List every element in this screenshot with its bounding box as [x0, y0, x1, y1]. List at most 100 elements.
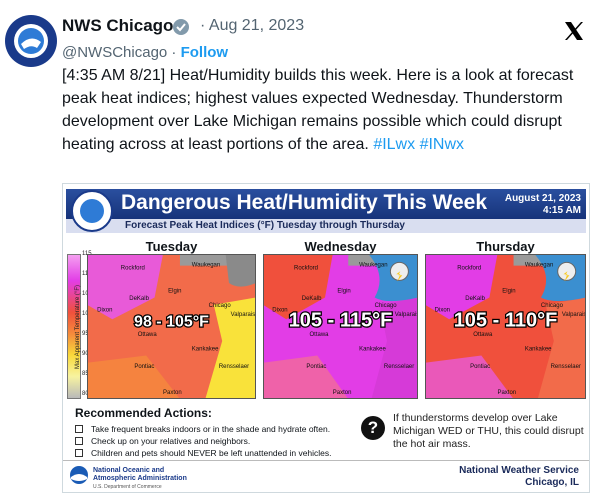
- city-label: DeKalb: [465, 296, 485, 302]
- heat-zone: [425, 355, 514, 399]
- day-label: Wednesday: [304, 239, 377, 254]
- office: National Weather Service Chicago, IL: [459, 465, 579, 489]
- city-label: Paxton: [333, 390, 352, 396]
- heat-zone: [87, 254, 164, 320]
- heat-range: 98 - 105°F: [134, 314, 209, 331]
- city-label: Rockford: [294, 265, 318, 271]
- verified-badge: [173, 19, 189, 35]
- lightning: [396, 271, 403, 282]
- action-item: Check up on your relatives and neighbors…: [75, 436, 250, 446]
- city-label: Ottawa: [310, 332, 330, 338]
- header-strip: [66, 219, 586, 233]
- city-label: Elgin: [168, 289, 181, 295]
- office-location: Chicago, IL: [525, 477, 579, 488]
- office-name: National Weather Service: [459, 465, 579, 476]
- city-label: Rensselaer: [384, 364, 414, 370]
- city-label: Rockford: [121, 265, 145, 271]
- city-label: Chicago: [375, 303, 398, 309]
- city-label: Kankakee: [359, 347, 386, 353]
- lake-michigan: [225, 254, 256, 287]
- heat-zone: [537, 297, 586, 399]
- avatar[interactable]: [4, 14, 58, 68]
- city-label: Pontiac: [470, 364, 490, 370]
- graphic-title: Dangerous Heat/Humidity This Week: [121, 191, 488, 214]
- x-logo[interactable]: [563, 20, 585, 42]
- noaa-logo: [70, 466, 88, 484]
- issue-time: August 21, 2023 4:15 AM: [505, 193, 581, 217]
- graphic-subtitle: Forecast Peak Heat Indices (°F) Tuesday …: [125, 220, 405, 231]
- day-label: Thursday: [476, 239, 535, 254]
- city-label: Elgin: [337, 289, 350, 295]
- agency: National Oceanic and Atmospheric Adminis…: [93, 467, 187, 482]
- legend-tick: 110: [82, 271, 92, 277]
- header-bar: [66, 189, 586, 219]
- city-label: Waukegan: [192, 263, 220, 269]
- city-label: Dixon: [97, 307, 112, 313]
- heat-range: 105 - 110°F: [454, 310, 558, 332]
- legend-bar: [67, 254, 81, 399]
- city-label: DeKalb: [302, 296, 322, 302]
- city-label: Rensselaer: [551, 364, 581, 370]
- handle-text[interactable]: @NWSChicago ·: [62, 44, 177, 61]
- storm-icon: [389, 261, 409, 281]
- heat-zone: [263, 254, 333, 320]
- actions-title: Recommended Actions:: [75, 406, 212, 420]
- city-label: Kankakee: [192, 347, 219, 353]
- map-border: [87, 254, 256, 399]
- post-date[interactable]: · Aug 21, 2023: [200, 17, 305, 34]
- legend-tick: 80: [82, 391, 89, 397]
- heat-range: 105 - 115°F: [289, 310, 393, 332]
- issue-hour: 4:15 AM: [543, 205, 581, 216]
- legend-tick: 95: [82, 331, 89, 337]
- tweet-body: [4:35 AM 8/21] Heat/Humidity builds this…: [62, 67, 574, 153]
- follow-button[interactable]: Follow: [180, 44, 229, 61]
- department: U.S. Department of Commerce: [93, 484, 162, 490]
- day-label: Tuesday: [145, 239, 198, 254]
- question-icon: ?: [361, 416, 385, 440]
- city-label: Pontiac: [134, 364, 154, 370]
- forecast-map: Rockford Waukegan Elgin DeKalb Chicago Dixon O…: [425, 254, 586, 399]
- city-label: Ottawa: [138, 332, 158, 338]
- city-label: Rockford: [457, 265, 481, 271]
- handle: @NWSChicago · Follow: [62, 44, 228, 61]
- city-label: Chicago: [209, 303, 232, 309]
- forecast-map: Rockford Waukegan Elgin DeKalb Chicago Dixon O…: [87, 254, 256, 399]
- heat-zone: [263, 355, 349, 399]
- city-label: Rensselaer: [219, 364, 249, 370]
- city-label: Paxton: [497, 390, 516, 396]
- issue-date: August 21, 2023: [504, 193, 581, 204]
- city-label: Waukegan: [359, 263, 387, 269]
- storm-icon: [557, 261, 577, 281]
- heat-zone: [205, 297, 256, 399]
- legend-tick: 85: [82, 371, 89, 377]
- hashtag[interactable]: #ILwx: [373, 136, 416, 153]
- lightning: [563, 271, 570, 282]
- heat-zone: [371, 297, 418, 399]
- city-label: Valparaiso: [395, 312, 418, 318]
- forecast-map: Rockford Waukegan Elgin DeKalb Chicago Dixon O…: [263, 254, 418, 399]
- action-item: Take frequent breaks indoors or in the s…: [75, 424, 330, 434]
- heat-zone: [87, 355, 180, 399]
- map-border: [425, 254, 586, 399]
- author-name[interactable]: NWS Chicago: [62, 16, 174, 35]
- city-label: Elgin: [502, 289, 515, 295]
- tweet-text: [4:35 AM 8/21] Heat/Humidity builds this…: [62, 64, 590, 156]
- city-label: Dixon: [435, 307, 450, 313]
- map-border: [263, 254, 418, 399]
- footer-rule: [63, 460, 589, 461]
- nws-logo: [71, 190, 113, 232]
- legend-tick: 90: [82, 351, 89, 357]
- city-label: Ottawa: [473, 332, 493, 338]
- legend-title: Max Apparent Temperature (°F): [75, 285, 81, 369]
- storm-note: If thunderstorms develop over Lake Michi…: [393, 412, 584, 450]
- city-label: Kankakee: [525, 347, 552, 353]
- hashtag[interactable]: #INwx: [419, 136, 465, 153]
- city-label: Pontiac: [306, 364, 326, 370]
- city-label: Valparaiso: [562, 312, 586, 318]
- city-label: Chicago: [541, 303, 564, 309]
- infographic[interactable]: Dangerous Heat/Humidity This Week Foreca…: [62, 183, 590, 493]
- heat-zone: [425, 254, 498, 320]
- city-label: Waukegan: [525, 263, 553, 269]
- legend-tick: 115: [82, 251, 92, 257]
